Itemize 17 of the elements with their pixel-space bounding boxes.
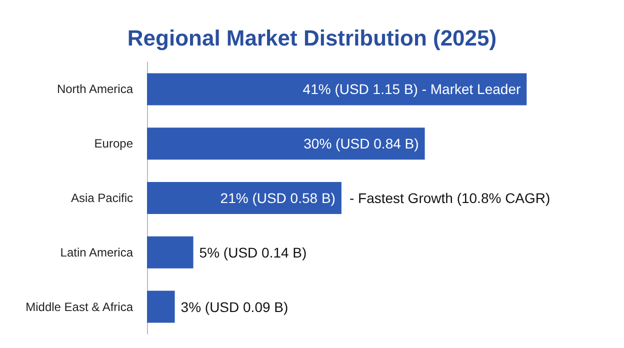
data-label: 3% (USD 0.09 B) — [180, 298, 288, 315]
y-tick-label: Europe — [94, 136, 134, 151]
y-tick-label: Middle East & Africa — [26, 300, 134, 314]
data-label: 41% (USD 1.15 B) - Market Leader — [302, 81, 521, 98]
annotation: - Fastest Growth (10.8% CAGR) — [349, 190, 550, 206]
chart-title: Regional Market Distribution (2025) — [127, 26, 497, 50]
y-tick-label: Asia Pacific — [70, 191, 133, 205]
bar — [147, 182, 342, 214]
bar — [147, 290, 175, 323]
data-label: 5% (USD 0.14 B) — [199, 244, 307, 260]
y-tick-label: North America — [56, 82, 134, 96]
y-tick-label: Latin America — [60, 245, 134, 260]
data-label: 21% (USD 0.58 B) — [220, 190, 336, 206]
bar — [147, 236, 194, 268]
bar — [147, 128, 425, 160]
data-label: 30% (USD 0.84 B) — [304, 136, 419, 152]
bar — [147, 73, 527, 106]
